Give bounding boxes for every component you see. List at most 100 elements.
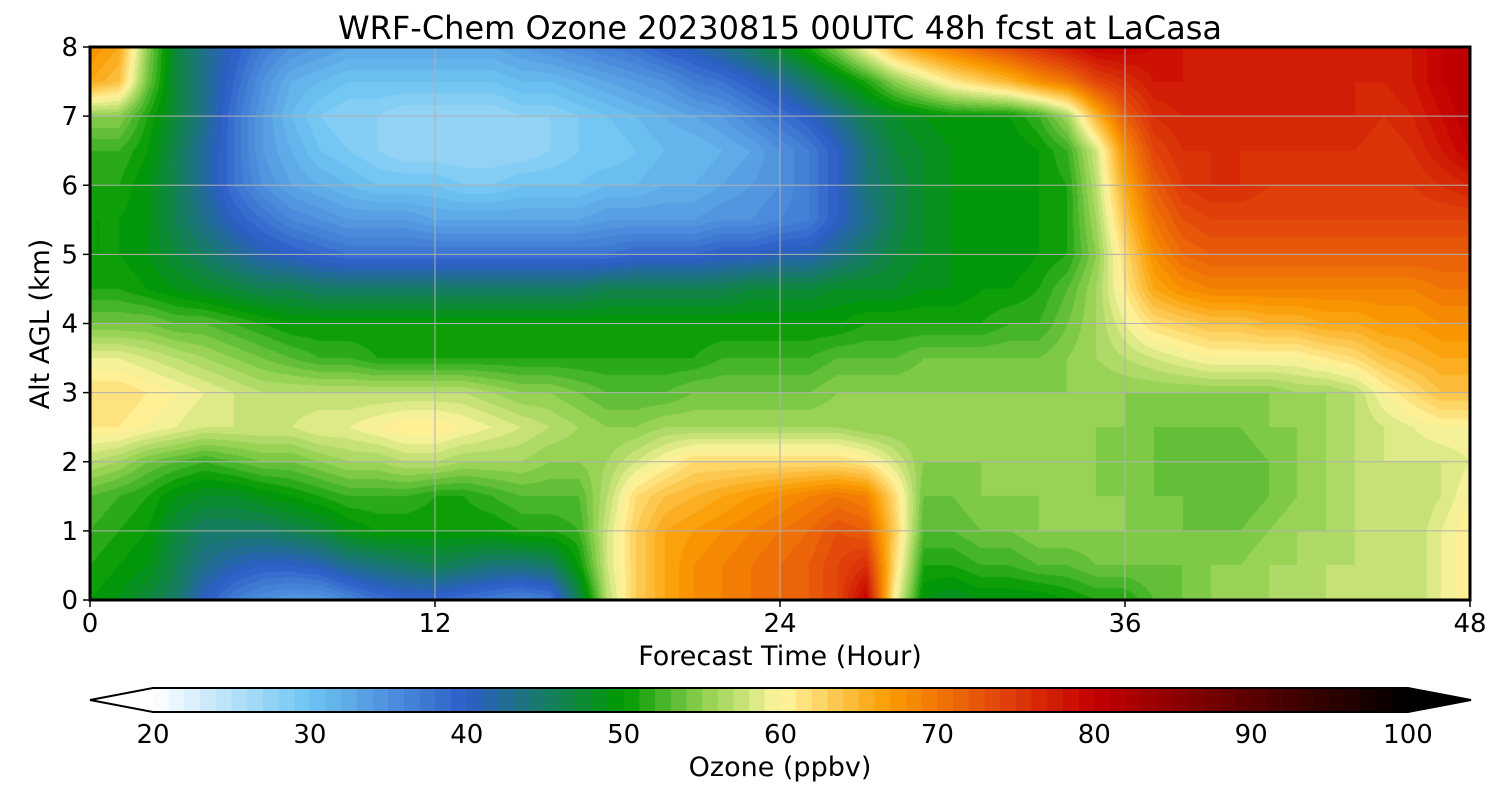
colorbar-swatch — [655, 688, 672, 712]
colorbar-swatch — [325, 688, 342, 712]
colorbar-swatch — [419, 688, 436, 712]
y-tick-label: 6 — [61, 171, 78, 201]
colorbar-swatch — [404, 688, 421, 712]
chart-title: WRF-Chem Ozone 20230815 00UTC 48h fcst a… — [338, 9, 1222, 47]
colorbar-swatch — [1031, 688, 1048, 712]
colorbar-extend-min — [90, 688, 153, 712]
colorbar-swatch — [1392, 688, 1409, 712]
x-axis: 0 12 24 36 48 — [82, 600, 1487, 639]
colorbar-swatch — [858, 688, 876, 712]
colorbar-tick-label: 30 — [293, 720, 326, 750]
colorbar-swatch — [906, 688, 923, 712]
y-tick-label: 1 — [61, 517, 78, 547]
colorbar-swatch — [356, 688, 374, 712]
colorbar-swatch — [811, 688, 829, 712]
colorbar-tick-label: 70 — [921, 720, 954, 750]
colorbar-swatch — [874, 688, 891, 712]
colorbar-swatch — [1329, 688, 1346, 712]
colorbar-swatch — [1015, 688, 1033, 712]
colorbar-swatch — [466, 688, 484, 712]
y-tick-label: 0 — [61, 586, 78, 616]
y-tick-label: 2 — [61, 448, 78, 478]
colorbar-ticks: 20 30 40 50 60 70 80 90 100 — [136, 720, 1432, 750]
x-axis-label: Forecast Time (Hour) — [638, 641, 922, 672]
colorbar-swatch — [262, 688, 280, 712]
colorbar-swatch — [1172, 688, 1189, 712]
colorbar-swatch — [827, 688, 844, 712]
colorbar-swatch — [937, 688, 954, 712]
y-tick-label: 4 — [61, 310, 78, 340]
colorbar-swatch — [247, 688, 264, 712]
colorbar-swatch — [1109, 688, 1127, 712]
colorbar-swatch — [749, 688, 766, 712]
colorbar-swatch — [1047, 688, 1064, 712]
colorbar-tick-label: 20 — [136, 720, 169, 750]
colorbar-swatch — [435, 688, 452, 712]
colorbar-swatch — [498, 688, 515, 712]
colorbar-swatch — [560, 688, 578, 712]
colorbar-swatch — [1078, 688, 1095, 712]
colorbar-swatch — [1141, 688, 1158, 712]
y-tick-label: 5 — [61, 240, 78, 270]
colorbar-swatch — [717, 688, 735, 712]
colorbar-swatch — [309, 688, 327, 712]
colorbar-swatch — [341, 688, 358, 712]
colorbar-swatch — [451, 688, 468, 712]
colorbar-swatch — [670, 688, 687, 712]
colorbar-tick-label: 40 — [450, 720, 483, 750]
colorbar-swatch — [686, 688, 703, 712]
colorbar-swatch — [780, 688, 797, 712]
colorbar-swatch — [529, 688, 546, 712]
colorbar-swatch — [1298, 688, 1315, 712]
colorbar-swatch — [184, 688, 201, 712]
colorbar-swatch — [1062, 688, 1080, 712]
colorbar-swatch — [1360, 688, 1378, 712]
colorbar-swatch — [623, 688, 640, 712]
colorbar-swatch — [294, 688, 311, 712]
colorbar-swatch — [1266, 688, 1284, 712]
colorbar-swatch — [388, 688, 405, 712]
colorbar-swatch — [1188, 688, 1205, 712]
colorbar-swatch — [576, 688, 593, 712]
y-tick-label: 8 — [61, 33, 78, 63]
colorbar-swatch — [231, 688, 248, 712]
y-axis-label: Alt AGL (km) — [25, 239, 56, 410]
colorbar-swatch — [200, 688, 217, 712]
colorbar-swatch — [513, 688, 531, 712]
colorbar-swatch — [372, 688, 389, 712]
grid-lines — [90, 47, 1470, 600]
colorbar-swatch — [607, 688, 625, 712]
colorbar-swatch — [921, 688, 938, 712]
colorbar-swatch — [482, 688, 499, 712]
colorbar-extend-max — [1408, 688, 1471, 712]
y-axis: 0 1 2 3 4 5 6 7 8 — [61, 33, 90, 616]
colorbar-swatch — [984, 688, 1001, 712]
colorbar-swatch — [168, 688, 185, 712]
colorbar-swatch — [764, 688, 782, 712]
colorbar-swatch — [1204, 688, 1221, 712]
colorbar-swatch — [1125, 688, 1142, 712]
x-tick-label: 48 — [1453, 609, 1486, 639]
colorbar-swatch — [1219, 688, 1237, 712]
colorbar-swatch — [890, 688, 907, 712]
colorbar-swatch — [1376, 688, 1393, 712]
colorbar-swatch — [1345, 688, 1362, 712]
y-tick-label: 3 — [61, 379, 78, 409]
x-tick-label: 0 — [82, 609, 99, 639]
colorbar-swatch — [968, 688, 986, 712]
colorbar — [89, 687, 1472, 713]
y-tick-label: 7 — [61, 102, 78, 132]
colorbar-outline — [89, 687, 1472, 713]
colorbar-swatch — [278, 688, 295, 712]
colorbar-tick-label: 60 — [764, 720, 797, 750]
colorbar-tick-label: 90 — [1235, 720, 1268, 750]
colorbar-swatch — [1251, 688, 1268, 712]
colorbar-swatch — [796, 688, 813, 712]
colorbar-swatch — [592, 688, 609, 712]
x-tick-label: 24 — [763, 609, 796, 639]
colorbar-tick-label: 50 — [607, 720, 640, 750]
colorbar-swatch — [1157, 688, 1174, 712]
colorbar-swatch — [953, 688, 970, 712]
x-tick-label: 12 — [418, 609, 451, 639]
colorbar-swatch — [153, 688, 170, 712]
